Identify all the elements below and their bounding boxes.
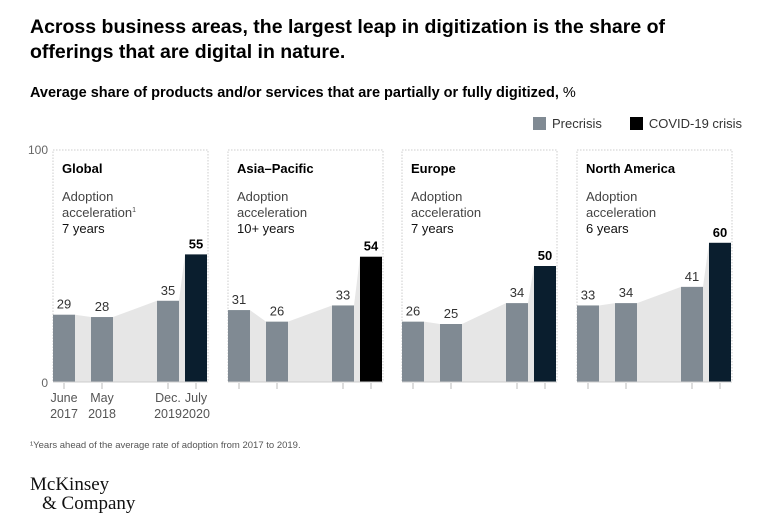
panel-note-label: acceleration <box>411 205 481 220</box>
bar-precrisis <box>91 317 113 382</box>
bar-crisis <box>709 242 731 382</box>
bar-precrisis <box>440 324 462 382</box>
data-label: 35 <box>161 283 175 298</box>
bar-precrisis <box>681 286 703 382</box>
data-label: 60 <box>713 225 727 240</box>
bar-crisis <box>534 266 556 382</box>
trend-area <box>228 256 382 382</box>
y-tick-label: 0 <box>41 376 48 390</box>
y-tick-label: 100 <box>28 143 48 157</box>
bar-precrisis <box>402 321 424 382</box>
data-label: 26 <box>270 304 284 319</box>
panel-note-value: 10+ years <box>237 221 295 236</box>
chart-subtitle: Average share of products and/or service… <box>30 85 576 101</box>
logo-line1: McKinsey <box>30 474 110 495</box>
panel-note-value: 7 years <box>62 221 105 236</box>
bar-precrisis <box>577 305 599 382</box>
data-label: 28 <box>95 299 109 314</box>
legend-item-crisis: COVID-19 crisis <box>629 116 743 131</box>
bar-precrisis <box>615 303 637 382</box>
x-tick-label: May <box>90 391 114 405</box>
data-label: 31 <box>232 292 246 307</box>
subtitle-unit: % <box>562 85 576 101</box>
legend-label: COVID-19 crisis <box>648 116 743 131</box>
bar-precrisis <box>53 314 75 382</box>
data-label: 55 <box>189 236 203 251</box>
legend-swatch-crisis <box>629 117 643 130</box>
bar-precrisis <box>228 310 250 382</box>
x-tick-label: June <box>50 391 77 405</box>
panel-frame <box>401 149 558 383</box>
data-label: 33 <box>581 287 595 302</box>
legend: Precrisis COVID-19 crisis <box>533 116 742 131</box>
panel-title: Global <box>62 161 102 176</box>
data-label: 34 <box>510 285 524 300</box>
data-label: 34 <box>619 285 633 300</box>
panel-note-label: Adoption <box>586 189 637 204</box>
x-tick-label: 2017 <box>50 407 78 421</box>
panel-note-label: Adoption <box>411 189 462 204</box>
trend-area <box>53 254 207 382</box>
data-label: 25 <box>444 306 458 321</box>
panel-title: North America <box>586 161 676 176</box>
data-label: 29 <box>57 297 71 312</box>
footnote-marker: 1 <box>132 207 136 214</box>
panel-note-label: Adoption <box>62 189 113 204</box>
legend-swatch-precrisis <box>533 117 546 130</box>
trend-area <box>577 242 731 382</box>
bar-crisis <box>185 254 207 382</box>
logo-line2: & Company <box>42 493 136 514</box>
panel-note-value: 6 years <box>586 221 629 236</box>
footnote: ¹Years ahead of the average rate of adop… <box>30 440 301 451</box>
panel-frame <box>52 149 209 383</box>
panel-frame <box>227 149 384 383</box>
x-tick-label: July <box>185 391 208 405</box>
panel-note-label: acceleration <box>586 205 656 220</box>
panel-note-value: 7 years <box>411 221 454 236</box>
panel-title: Europe <box>411 161 456 176</box>
x-tick-label: 2019 <box>154 407 182 421</box>
bar-precrisis <box>157 300 179 382</box>
panel-note-label: acceleration <box>237 205 307 220</box>
chart-title: Across business areas, the largest leap … <box>30 16 666 63</box>
data-label: 54 <box>364 239 379 254</box>
mckinsey-logo: McKinsey & Company <box>30 475 135 513</box>
bar-precrisis <box>266 321 288 382</box>
legend-label: Precrisis <box>552 116 602 131</box>
data-label: 41 <box>685 269 699 284</box>
panel-note-label: Adoption <box>237 189 288 204</box>
x-tick-label: Dec. <box>155 391 181 405</box>
data-label: 50 <box>538 248 552 263</box>
bar-precrisis <box>332 305 354 382</box>
x-tick-label: 2020 <box>182 407 210 421</box>
data-label: 33 <box>336 287 350 302</box>
panel-frame <box>576 149 733 383</box>
bar-precrisis <box>506 303 528 382</box>
subtitle-text: Average share of products and/or service… <box>30 85 559 101</box>
bar-crisis <box>360 256 382 382</box>
data-label: 26 <box>406 304 420 319</box>
trend-area <box>402 266 556 382</box>
legend-item-precrisis: Precrisis <box>533 116 602 131</box>
panel-note-label: acceleration1 <box>62 205 136 220</box>
panel-title: Asia–Pacific <box>237 161 314 176</box>
x-tick-label: 2018 <box>88 407 116 421</box>
